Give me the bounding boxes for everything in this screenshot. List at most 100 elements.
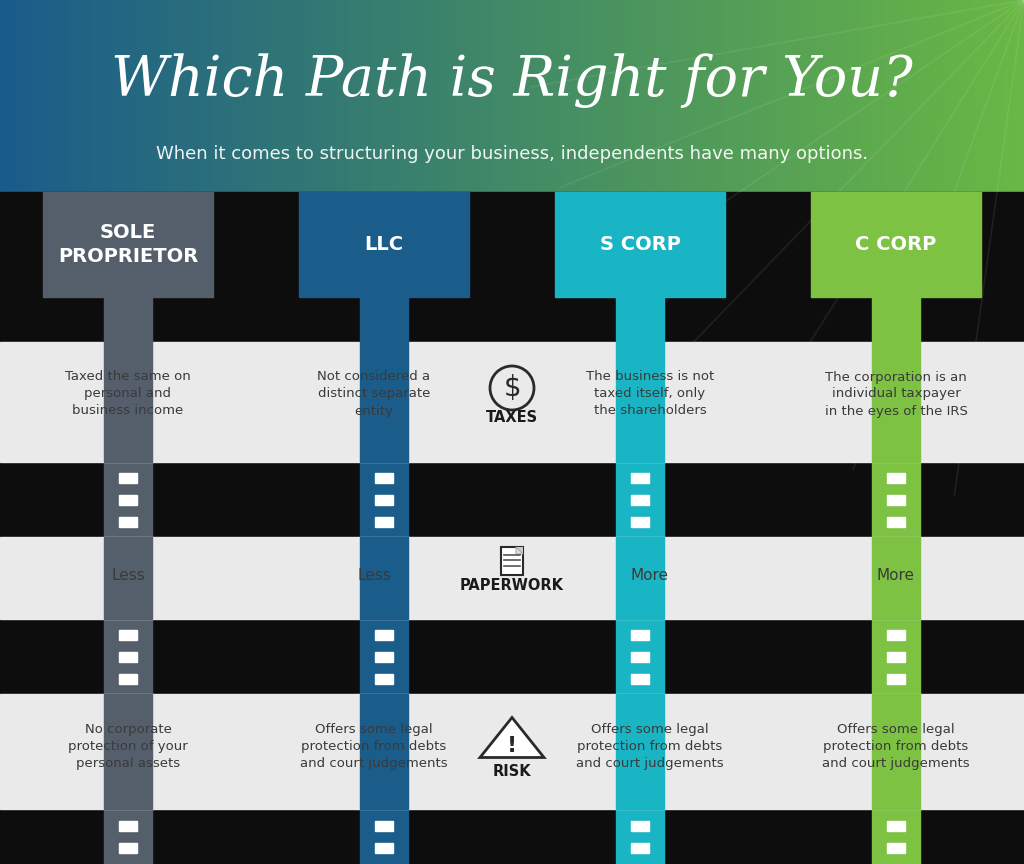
Bar xyxy=(761,0,766,192)
Bar xyxy=(614,0,618,192)
Bar xyxy=(478,0,482,192)
Bar xyxy=(519,0,523,192)
Bar xyxy=(904,0,909,192)
Bar xyxy=(843,0,848,192)
Bar xyxy=(631,842,649,853)
Bar xyxy=(167,0,172,192)
Bar xyxy=(939,0,943,192)
Bar xyxy=(331,0,336,192)
Text: Less: Less xyxy=(112,569,144,583)
Bar xyxy=(360,809,408,864)
Bar xyxy=(17,0,22,192)
Bar xyxy=(136,0,141,192)
Bar xyxy=(699,0,705,192)
Bar xyxy=(887,842,905,853)
Bar xyxy=(826,0,830,192)
Bar xyxy=(123,0,127,192)
Bar xyxy=(604,0,608,192)
Bar xyxy=(829,0,834,192)
Bar xyxy=(625,0,629,192)
Bar xyxy=(198,0,203,192)
Bar xyxy=(536,0,541,192)
Bar xyxy=(908,0,912,192)
Bar xyxy=(104,462,152,537)
Bar xyxy=(683,0,687,192)
Bar xyxy=(146,0,152,192)
Bar xyxy=(328,0,332,192)
Bar xyxy=(284,0,288,192)
Bar xyxy=(24,0,29,192)
Bar xyxy=(116,0,121,192)
Bar xyxy=(375,494,393,505)
Bar xyxy=(658,0,664,192)
Bar xyxy=(622,0,626,192)
Bar xyxy=(389,0,393,192)
Bar xyxy=(525,0,530,192)
Bar xyxy=(833,0,838,192)
Bar xyxy=(104,809,152,864)
Bar xyxy=(1021,0,1024,192)
Bar xyxy=(755,0,759,192)
Bar xyxy=(253,0,257,192)
Bar xyxy=(263,0,267,192)
Bar xyxy=(872,619,920,694)
Bar xyxy=(360,462,408,537)
Bar xyxy=(407,0,411,192)
Bar xyxy=(811,192,981,297)
Bar xyxy=(143,0,147,192)
Text: SOLE
PROPRIETOR: SOLE PROPRIETOR xyxy=(58,223,198,266)
Bar xyxy=(594,0,598,192)
Bar xyxy=(471,0,475,192)
Bar xyxy=(631,651,649,662)
Bar xyxy=(468,0,472,192)
Bar xyxy=(607,0,612,192)
Bar xyxy=(635,0,639,192)
Bar xyxy=(522,0,526,192)
Bar xyxy=(532,0,537,192)
Bar xyxy=(1014,0,1018,192)
Bar xyxy=(616,537,664,619)
Bar xyxy=(171,0,175,192)
Bar xyxy=(437,0,441,192)
Text: RISK: RISK xyxy=(493,764,531,779)
Bar xyxy=(215,0,219,192)
Bar xyxy=(898,0,902,192)
Bar xyxy=(360,619,408,694)
Bar xyxy=(104,297,152,342)
Bar xyxy=(894,0,899,192)
Bar xyxy=(720,0,725,192)
Bar xyxy=(218,0,223,192)
Bar xyxy=(887,821,905,830)
Text: When it comes to structuring your business, independents have many options.: When it comes to structuring your busine… xyxy=(156,144,868,162)
Text: Taxed the same on
personal and
business income: Taxed the same on personal and business … xyxy=(66,371,190,417)
Bar xyxy=(666,0,670,192)
Bar xyxy=(689,0,694,192)
Bar xyxy=(360,297,408,342)
Bar xyxy=(375,630,393,639)
Bar xyxy=(161,0,165,192)
Bar xyxy=(366,0,370,192)
Bar xyxy=(631,674,649,683)
Bar xyxy=(184,0,188,192)
Bar xyxy=(205,0,209,192)
Bar xyxy=(837,0,841,192)
Bar xyxy=(1017,0,1022,192)
Bar xyxy=(43,192,213,297)
Bar xyxy=(113,0,117,192)
Text: More: More xyxy=(631,569,669,583)
Bar xyxy=(495,0,500,192)
Bar xyxy=(464,0,469,192)
Text: S CORP: S CORP xyxy=(600,235,680,254)
Bar xyxy=(768,0,772,192)
Bar xyxy=(222,0,226,192)
Bar xyxy=(48,0,52,192)
Bar xyxy=(1007,0,1012,192)
Bar xyxy=(300,0,305,192)
Bar xyxy=(887,674,905,683)
Bar xyxy=(259,0,264,192)
Bar xyxy=(58,0,62,192)
Bar xyxy=(502,0,506,192)
Bar xyxy=(884,0,889,192)
Bar xyxy=(693,0,697,192)
Bar xyxy=(867,0,871,192)
